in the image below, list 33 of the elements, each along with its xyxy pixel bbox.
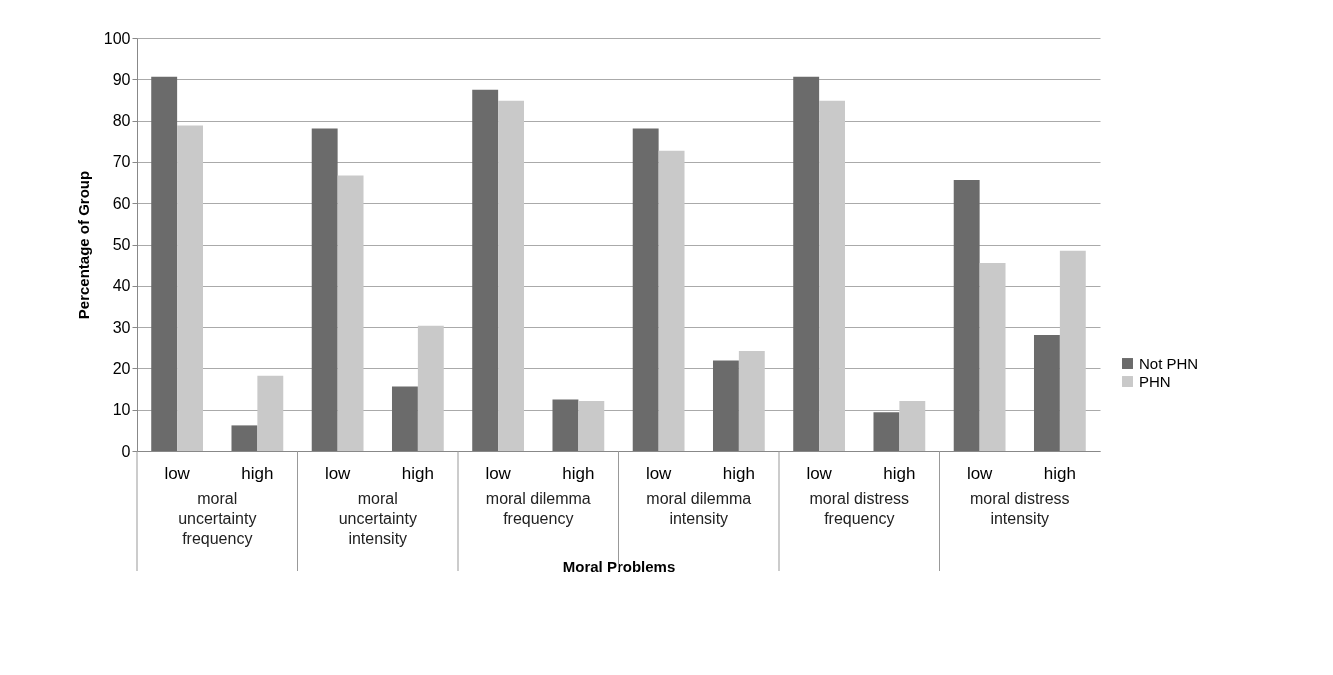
text: moral dilemma intensity [646,490,752,527]
text: moral distress frequency [809,490,910,527]
text: moral uncertainty intensity [338,490,417,547]
y-tick-label: 30 [112,318,131,336]
y-tick-label: 10 [112,401,131,419]
y-tick-label: 20 [112,359,131,377]
x-tick-label: low [966,463,994,483]
y-tick-label: 90 [112,70,131,88]
x-axis-title: Moral Problems [562,557,676,575]
legend-label: Not PHN [1139,354,1199,372]
y-tick-label: 100 [103,29,131,47]
text: moral distress intensity [969,490,1070,527]
y-tick-label: 50 [112,236,131,253]
x-tick-label: high [401,463,434,483]
y-tick-label: 0 [121,442,131,460]
y-tick-label: 40 [112,277,131,295]
x-tick-label: high [722,463,755,483]
y-tick-label: 80 [112,112,131,130]
text: moral uncertainty frequency [178,490,257,547]
y-tick-label: 60 [112,194,131,212]
x-tick-label: low [485,463,512,483]
x-tick-label: high [562,463,595,483]
y-axis-title: Percentage of Group [74,170,92,320]
x-tick-label: high [1043,463,1076,483]
x-tick-label: low [164,463,191,483]
y-tick-label: 70 [112,153,131,171]
text: moral dilemma frequency [485,490,591,527]
x-tick-label: low [806,463,833,483]
x-tick-label: high [241,463,274,483]
x-tick-label: low [645,463,673,483]
legend-label: PHN [1139,372,1171,390]
x-tick-label: low [324,463,352,483]
x-tick-label: high [883,463,916,483]
